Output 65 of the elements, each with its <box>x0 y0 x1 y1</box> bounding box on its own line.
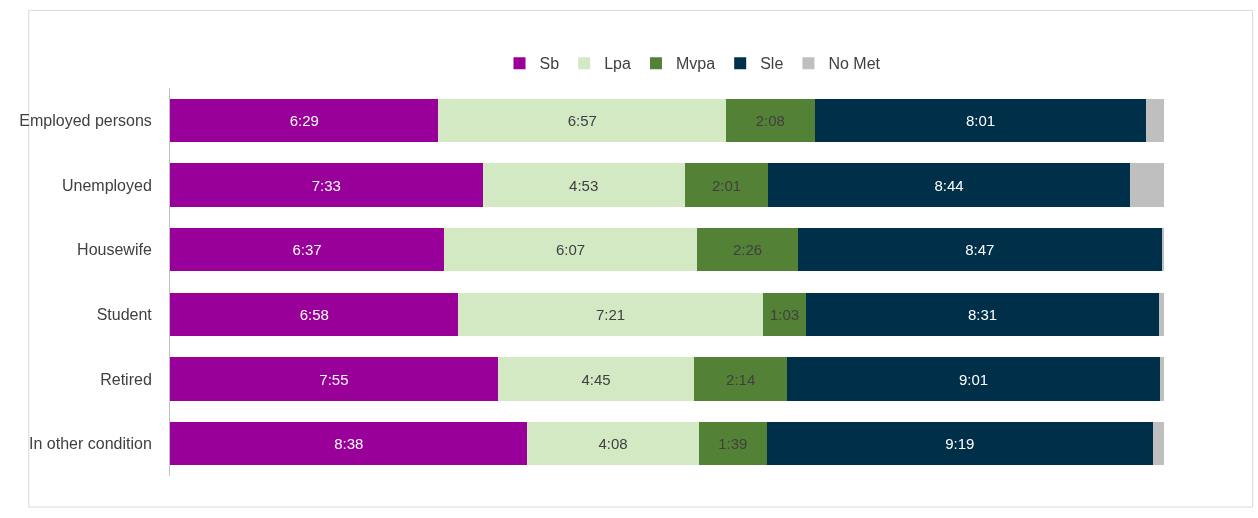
bar <box>766 422 1153 466</box>
legend-label: Sle <box>760 55 784 73</box>
legend-label: Mvpa <box>675 55 716 73</box>
bar <box>762 292 807 336</box>
bar <box>697 228 798 272</box>
bar <box>170 98 439 142</box>
bar <box>1152 422 1164 466</box>
bar <box>482 163 685 207</box>
bar <box>797 228 1162 272</box>
bar <box>786 357 1161 401</box>
data-label: 6:58 <box>299 305 329 323</box>
bar <box>170 228 444 272</box>
bar <box>698 422 767 466</box>
bar <box>170 163 483 207</box>
legend-label: No Met <box>828 55 881 73</box>
bar <box>458 292 763 336</box>
data-label: 7:21 <box>596 305 626 323</box>
bar <box>497 357 695 401</box>
bar <box>1129 163 1164 207</box>
bar <box>1146 98 1164 142</box>
data-label: 4:08 <box>598 435 628 453</box>
data-label: 2:14 <box>726 370 756 388</box>
bar <box>170 422 528 466</box>
y-tick-label: Unemployed <box>61 176 152 194</box>
data-label: 6:57 <box>567 111 597 129</box>
data-label: 4:53 <box>569 176 599 194</box>
bar <box>694 357 787 401</box>
data-label: 1:39 <box>718 435 748 453</box>
data-label: 4:45 <box>581 370 611 388</box>
data-label: 8:01 <box>965 111 996 129</box>
bar <box>1161 228 1164 272</box>
data-label: 6:29 <box>289 111 319 129</box>
y-tick-label: In other condition <box>29 435 152 453</box>
bar <box>443 228 698 272</box>
data-label: 8:44 <box>934 176 964 194</box>
bar <box>684 163 769 207</box>
bar <box>1158 292 1164 336</box>
bar <box>1160 357 1164 401</box>
bar <box>814 98 1147 142</box>
data-label: 8:31 <box>967 305 998 323</box>
bar <box>170 357 498 401</box>
bar <box>527 422 699 466</box>
data-label: 9:01 <box>958 370 989 388</box>
data-label: 6:37 <box>292 241 322 259</box>
bar <box>170 292 459 336</box>
data-label: 6:07 <box>555 241 586 259</box>
bar <box>726 98 815 142</box>
y-tick-label: Housewife <box>77 241 152 259</box>
data-label: 8:38 <box>334 435 364 453</box>
data-label: 9:19 <box>945 435 975 453</box>
bar <box>806 292 1159 336</box>
data-label: 1:03 <box>769 305 800 323</box>
data-label: 2:01 <box>711 176 742 194</box>
y-tick-label: Student <box>96 305 153 323</box>
data-label: 2:26 <box>732 241 763 259</box>
legend-label: Lpa <box>604 55 631 73</box>
data-label: 2:08 <box>755 111 785 129</box>
data-label: 7:55 <box>319 370 349 388</box>
data-label: 7:33 <box>311 176 341 194</box>
y-tick-label: Retired <box>100 370 152 388</box>
legend-label: Sb <box>539 55 560 73</box>
y-tick-label: Employed persons <box>19 111 152 129</box>
bar <box>438 98 727 142</box>
data-label: 8:47 <box>965 241 995 259</box>
bar <box>768 163 1130 207</box>
